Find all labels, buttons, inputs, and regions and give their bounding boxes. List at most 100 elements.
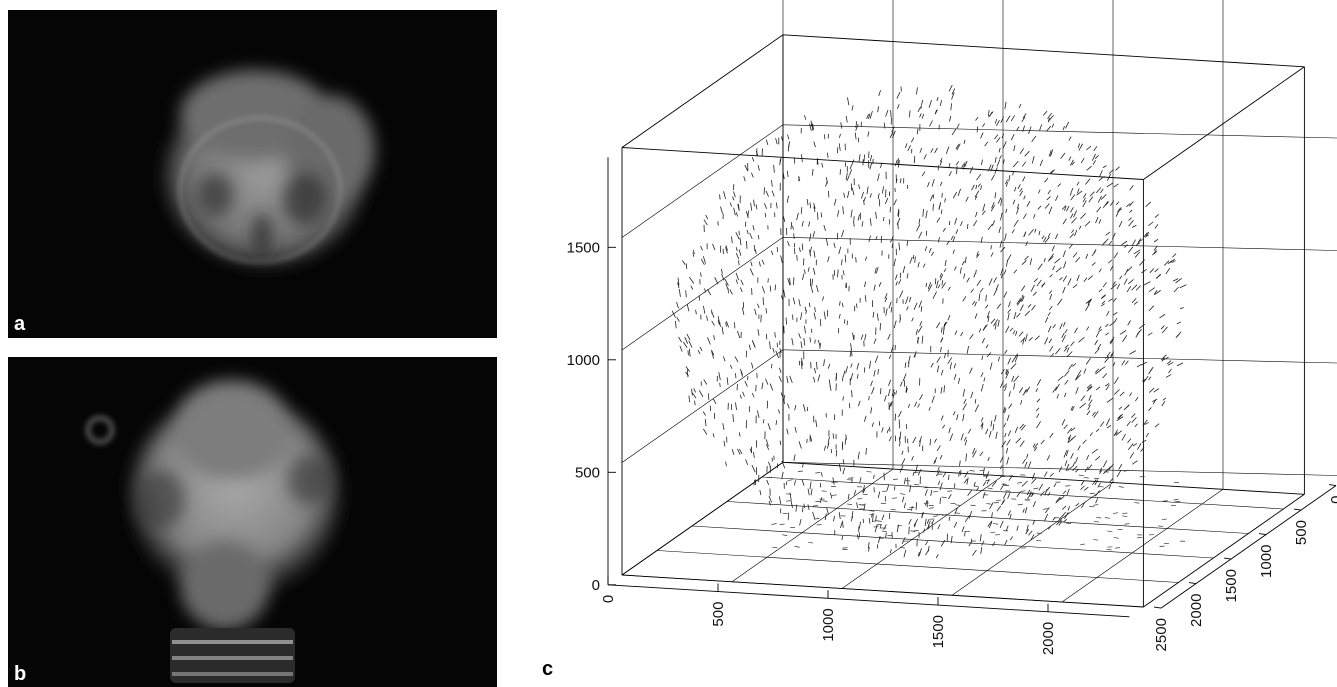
- vector-arrow: [685, 371, 689, 377]
- vector-arrow: [991, 202, 995, 209]
- vector-arrow: [1097, 343, 1102, 350]
- vector-arrow: [886, 484, 890, 491]
- vector-arrow: [1008, 476, 1012, 481]
- vector-arrow: [1026, 200, 1031, 207]
- vector-arrow: [948, 427, 951, 434]
- vector-arrow: [927, 284, 933, 292]
- vector-arrow: [1047, 312, 1051, 317]
- vector-arrow: [1105, 467, 1110, 473]
- vector-arrow: [842, 396, 844, 401]
- vector-arrow: [1113, 297, 1117, 302]
- vector-arrow: [1161, 357, 1165, 362]
- vector-arrow: [1022, 508, 1025, 513]
- vector-arrow: [832, 433, 835, 439]
- vector-arrow: [829, 385, 832, 391]
- vector-arrow: [1118, 463, 1123, 470]
- vector-arrow: [689, 276, 695, 284]
- vector-arrow: [881, 514, 885, 521]
- vector-arrow: [869, 218, 872, 226]
- vector-arrow: [739, 394, 742, 399]
- vector-arrow: [943, 268, 947, 273]
- vector-arrow: [789, 375, 793, 383]
- vector-arrow: [1141, 439, 1147, 443]
- photo-a: a: [8, 10, 497, 338]
- vector-arrow: [1095, 369, 1101, 375]
- vector-arrow: [976, 251, 979, 257]
- vector-arrow: [750, 261, 753, 267]
- vector-arrow: [770, 250, 774, 256]
- vector-arrow: [763, 187, 765, 195]
- vector-arrow: [935, 280, 939, 289]
- vector-arrow: [813, 267, 816, 275]
- vector-arrow: [894, 413, 897, 421]
- vector-arrow: [698, 295, 701, 301]
- vector-arrow: [981, 159, 983, 166]
- vector-arrow: [757, 165, 760, 171]
- vector-arrow: [967, 428, 972, 434]
- vector-arrow: [1024, 310, 1031, 316]
- vector-arrow: [1085, 357, 1091, 365]
- vector-arrow: [1021, 260, 1027, 265]
- vector-arrow: [782, 215, 786, 222]
- vector-arrow: [1095, 498, 1099, 504]
- vector-arrow: [842, 547, 848, 549]
- vector-arrow: [809, 481, 812, 490]
- vector-arrow: [718, 372, 721, 381]
- vector-arrow: [856, 373, 859, 379]
- vector-arrow: [1131, 417, 1137, 423]
- vector-arrow: [900, 381, 903, 387]
- vector-arrow: [1154, 290, 1161, 295]
- vector-arrow: [828, 190, 830, 198]
- tick-mark: [1258, 533, 1267, 536]
- vector-arrow: [1091, 153, 1096, 161]
- vector-arrow: [930, 362, 934, 368]
- vector-arrow: [1074, 327, 1078, 334]
- vector-arrow: [1136, 363, 1142, 368]
- vector-arrow: [933, 459, 936, 465]
- vector-arrow: [874, 524, 878, 533]
- vector-arrow: [779, 440, 782, 446]
- vector-arrow: [725, 283, 729, 290]
- vector-arrow: [775, 350, 779, 359]
- vector-arrow: [1135, 242, 1141, 246]
- vector-arrow: [1071, 161, 1075, 166]
- vector-arrow: [1070, 213, 1074, 219]
- vector-arrow: [855, 257, 857, 263]
- vector-arrow: [748, 344, 751, 350]
- vector-arrow: [1005, 326, 1010, 333]
- vector-arrow: [857, 451, 860, 460]
- vector-arrow: [753, 479, 755, 486]
- vector-arrow: [957, 377, 961, 384]
- vector-arrow: [1109, 321, 1116, 327]
- vector-arrow: [700, 272, 702, 277]
- vector-arrow: [1108, 169, 1114, 174]
- vector-arrow: [987, 315, 990, 322]
- vector-arrow: [1092, 160, 1096, 165]
- vector-arrow: [1107, 530, 1113, 533]
- vector-arrow: [892, 130, 896, 139]
- vector-arrow: [866, 471, 872, 473]
- vector-arrow: [1009, 536, 1014, 541]
- vector-arrow: [1115, 166, 1120, 171]
- vector-arrow: [969, 367, 973, 374]
- vector-arrow: [719, 322, 721, 327]
- vector-arrow: [1135, 285, 1141, 291]
- vector-arrow: [767, 423, 771, 431]
- vector-arrow: [742, 391, 745, 397]
- vector-arrow: [914, 522, 917, 528]
- vector-arrow: [1038, 189, 1041, 194]
- vector-arrow: [1067, 434, 1072, 440]
- vector-arrow: [870, 380, 873, 387]
- vector-arrow: [936, 470, 941, 477]
- vector-arrow: [901, 450, 904, 455]
- vector-arrow: [737, 448, 741, 455]
- vector-arrow: [988, 278, 993, 286]
- vector-arrow: [1039, 124, 1043, 131]
- vector-arrow: [1159, 313, 1166, 319]
- vector-arrow: [734, 356, 739, 363]
- vector-arrow: [1128, 246, 1134, 253]
- vector-arrow: [908, 403, 910, 408]
- vector-arrow: [732, 414, 734, 423]
- vector-arrow: [982, 491, 986, 499]
- vector-arrow: [899, 441, 901, 447]
